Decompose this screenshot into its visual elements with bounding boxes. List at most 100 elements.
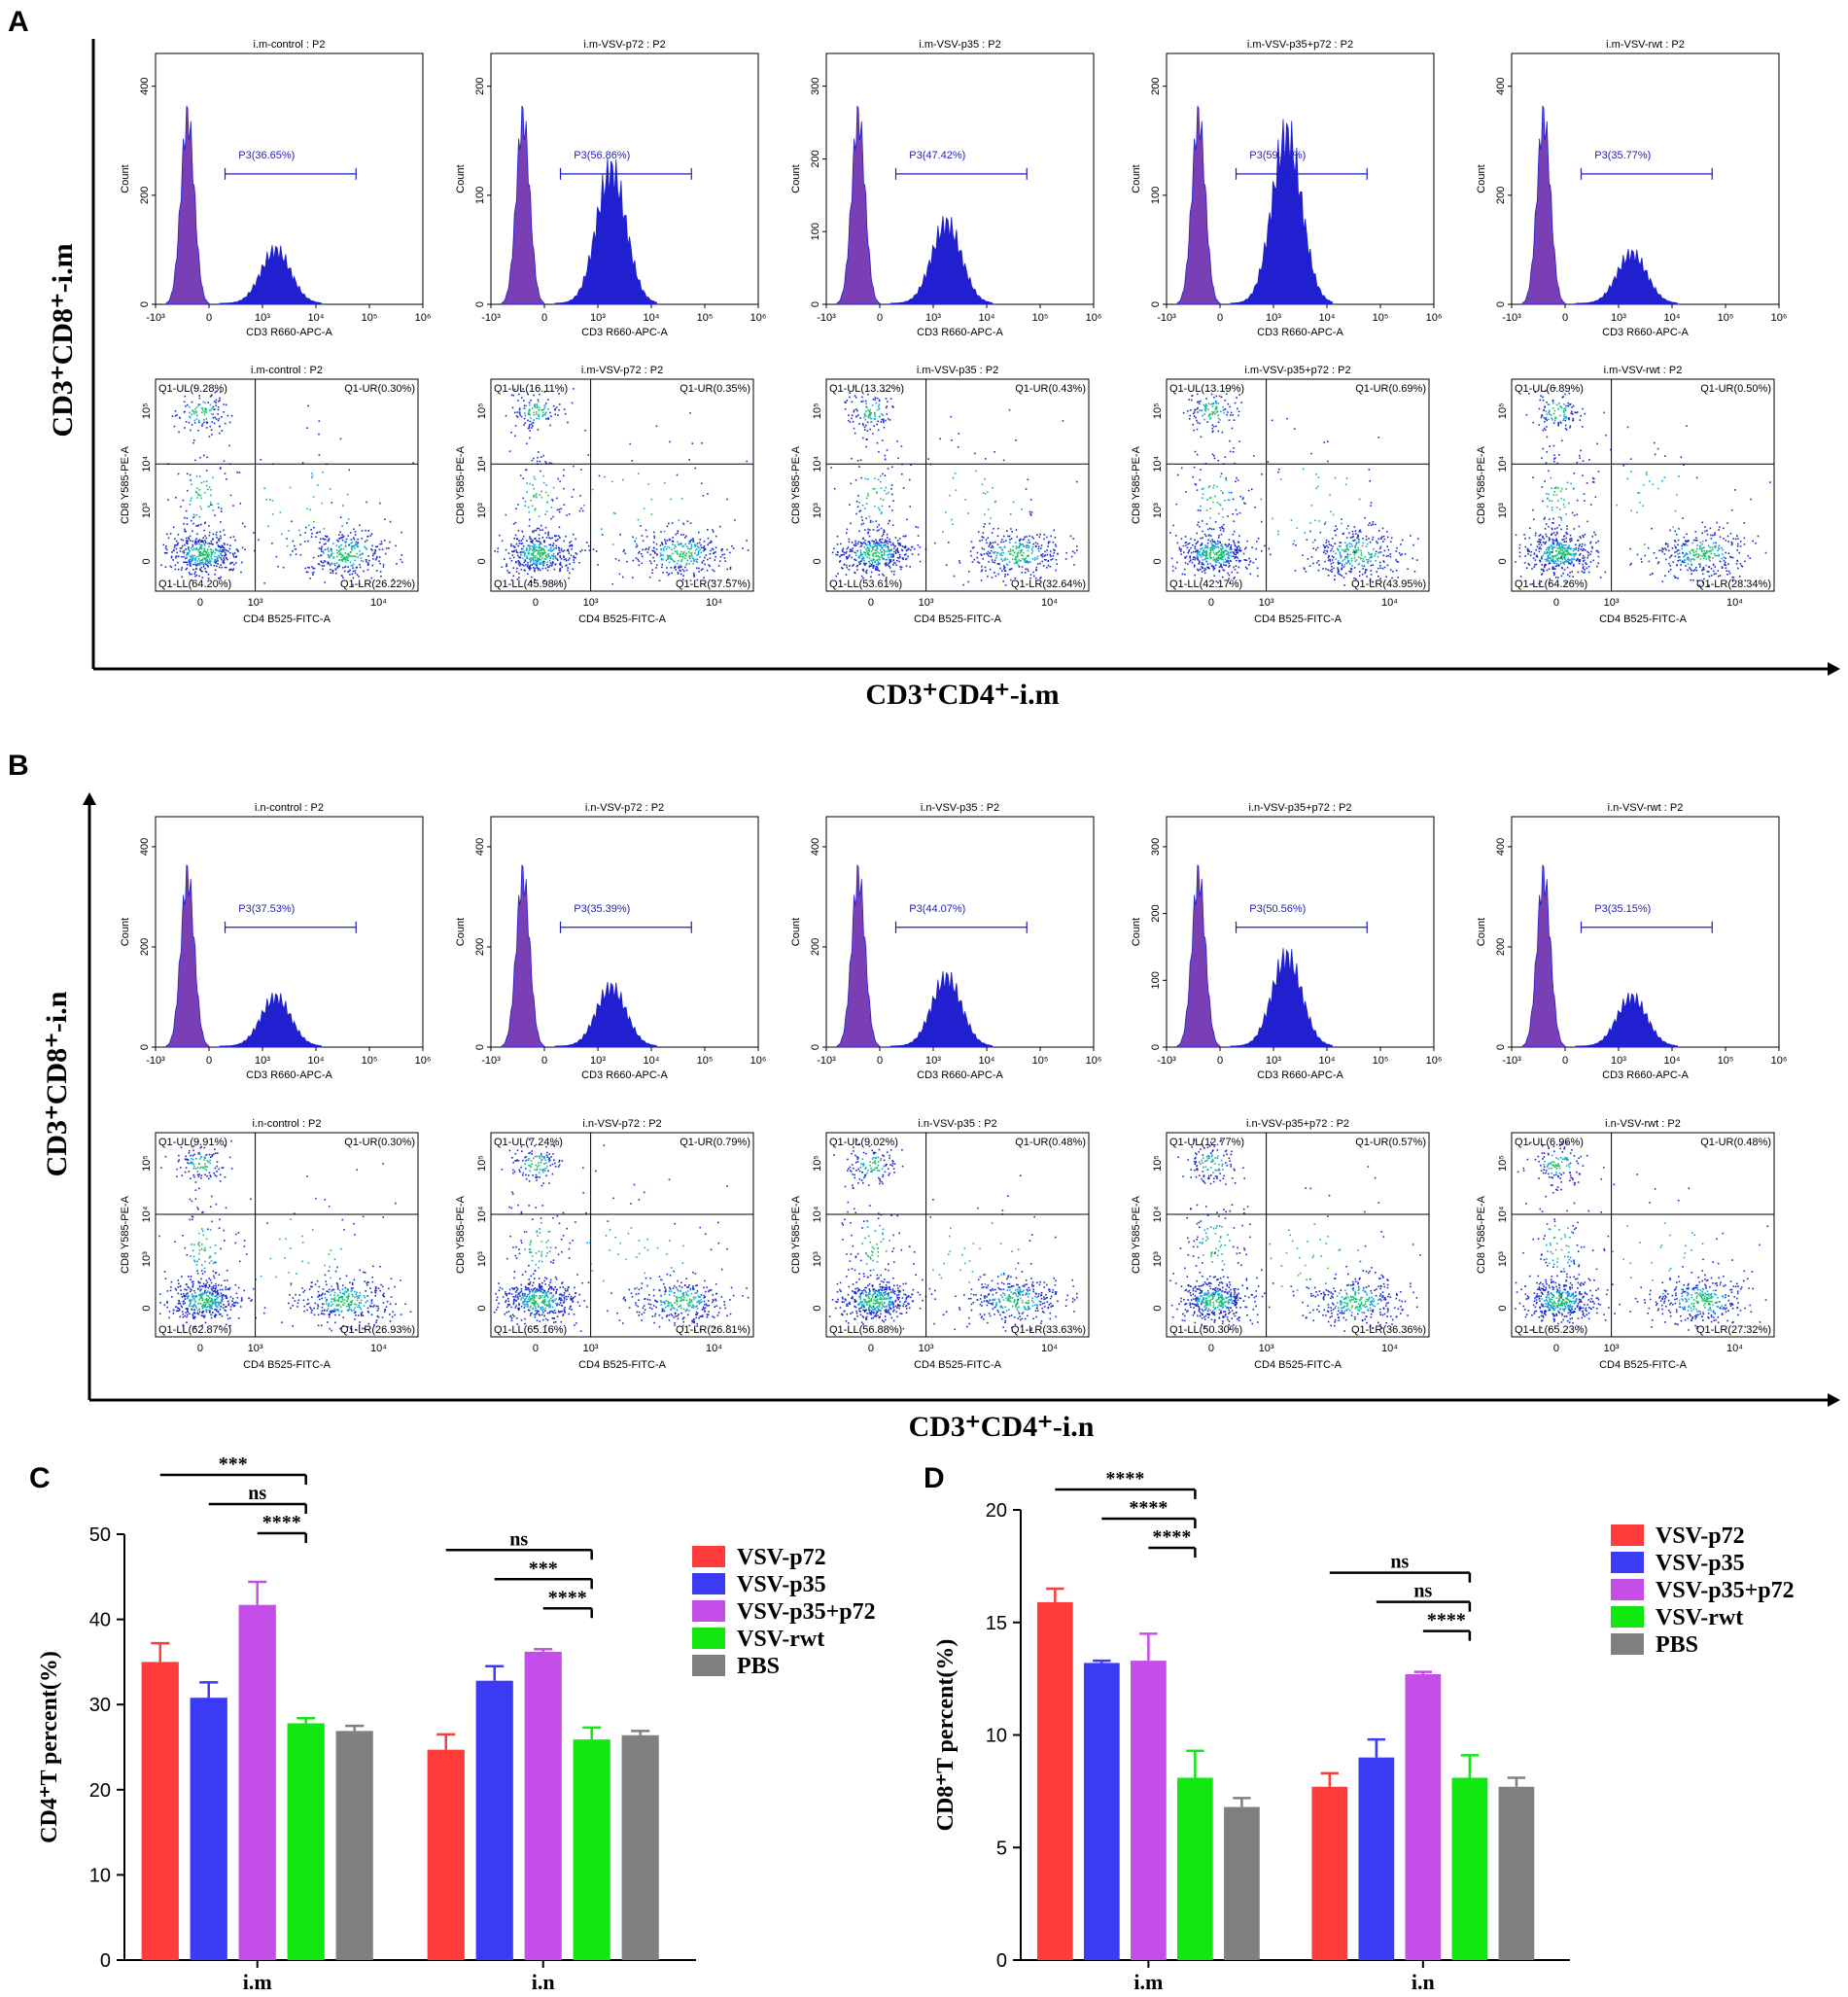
event-dot <box>219 468 222 470</box>
event-dot <box>218 417 221 420</box>
event-dot <box>1040 576 1042 578</box>
event-dot <box>1225 549 1227 551</box>
event-dot <box>295 548 297 550</box>
event-dot <box>494 550 496 552</box>
event-dot <box>1025 488 1028 490</box>
event-dot <box>1019 550 1022 552</box>
event-dot <box>371 564 373 567</box>
event-dot <box>217 408 220 411</box>
event-dot <box>666 567 668 569</box>
event-dot <box>1567 560 1570 563</box>
event-dot <box>662 554 665 556</box>
event-dot <box>1545 541 1548 543</box>
event-dot <box>1702 568 1704 570</box>
event-dot <box>1739 541 1742 543</box>
event-dot <box>1694 554 1696 556</box>
x-tick-label: 10⁵ <box>1718 312 1734 324</box>
event-dot <box>229 551 231 554</box>
event-dot <box>215 404 217 406</box>
event-dot <box>863 529 866 531</box>
event-dot <box>198 555 201 557</box>
event-dot <box>204 402 206 404</box>
event-dot <box>187 543 189 545</box>
event-dot <box>554 563 557 566</box>
event-dot <box>1202 530 1203 533</box>
event-dot <box>1566 547 1569 550</box>
event-dot <box>1218 534 1220 537</box>
event-dot <box>552 555 555 558</box>
event-dot <box>320 560 322 563</box>
event-dot <box>558 526 561 529</box>
event-dot <box>347 566 349 568</box>
event-dot <box>1198 403 1201 405</box>
event-dot <box>204 562 206 565</box>
event-dot <box>520 543 522 545</box>
event-dot <box>549 549 551 552</box>
event-dot <box>1578 547 1580 550</box>
event-dot <box>1236 476 1238 479</box>
event-dot <box>1570 560 1573 562</box>
event-dot <box>1730 556 1732 559</box>
event-dot <box>581 509 584 512</box>
event-dot <box>569 545 571 547</box>
event-dot <box>573 388 575 390</box>
event-dot <box>1002 541 1005 543</box>
event-dot <box>875 569 877 571</box>
event-dot <box>181 576 183 578</box>
histogram-x-label: CD3 R660-APC-A <box>581 327 668 338</box>
event-dot <box>552 562 554 564</box>
event-dot <box>233 563 235 566</box>
event-dot <box>1204 409 1206 412</box>
event-dot <box>206 560 209 562</box>
event-dot <box>853 564 854 566</box>
event-dot <box>186 489 189 492</box>
event-dot <box>1580 537 1582 540</box>
event-dot <box>330 548 332 550</box>
event-dot <box>1552 546 1553 548</box>
event-dot <box>384 552 387 555</box>
event-dot <box>573 559 575 561</box>
event-dot <box>720 549 723 552</box>
event-dot <box>694 467 696 470</box>
event-dot <box>1212 501 1214 504</box>
event-dot <box>378 556 381 558</box>
event-dot <box>199 554 202 556</box>
event-dot <box>1211 431 1214 434</box>
event-dot <box>194 540 196 542</box>
event-dot <box>241 561 243 564</box>
event-dot <box>543 558 545 560</box>
event-dot <box>1072 538 1074 540</box>
event-dot <box>1672 561 1675 563</box>
event-dot <box>939 438 941 440</box>
event-dot <box>1552 556 1554 559</box>
event-dot <box>1214 407 1217 409</box>
event-dot <box>652 556 654 559</box>
event-dot <box>1021 566 1024 568</box>
event-dot <box>1234 545 1237 547</box>
event-dot <box>1335 525 1337 527</box>
event-dot <box>1217 581 1219 584</box>
event-dot <box>352 567 354 570</box>
event-dot <box>571 548 573 550</box>
event-dot <box>215 399 218 402</box>
event-dot <box>542 564 544 567</box>
event-dot <box>176 551 178 554</box>
event-dot <box>982 532 985 534</box>
event-dot <box>203 547 206 550</box>
event-dot <box>523 565 525 567</box>
event-dot <box>667 558 669 560</box>
event-dot <box>1034 577 1037 579</box>
event-dot <box>1333 567 1335 570</box>
event-dot <box>515 508 517 510</box>
event-dot <box>892 553 894 556</box>
event-dot <box>194 490 197 493</box>
y-tick-label: 200 <box>474 77 486 94</box>
event-dot <box>518 393 520 396</box>
event-dot <box>201 541 203 543</box>
event-dot <box>891 524 894 526</box>
event-dot <box>1204 557 1207 560</box>
event-dot <box>875 565 878 568</box>
event-dot <box>547 549 550 551</box>
event-dot <box>881 542 883 544</box>
event-dot <box>876 566 879 569</box>
